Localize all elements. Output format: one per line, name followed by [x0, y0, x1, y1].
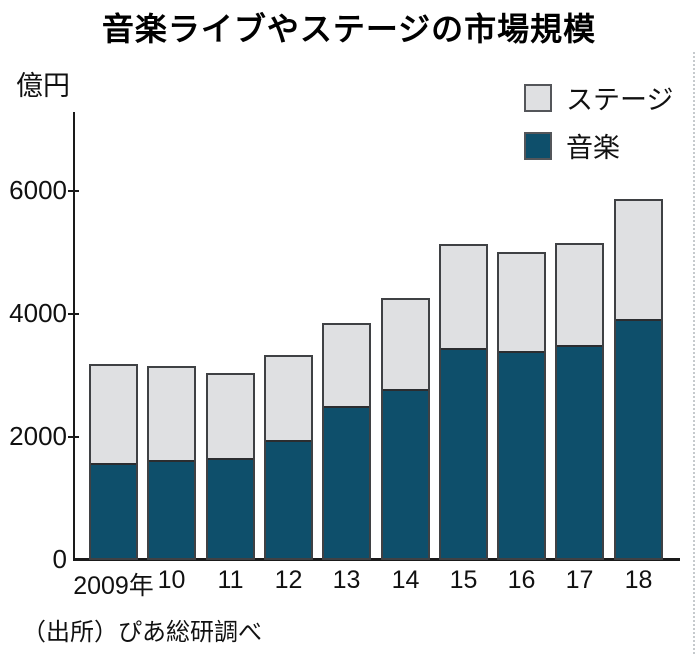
x-tick-label-14: 14 — [391, 566, 420, 594]
x-axis-line — [73, 558, 680, 561]
bar-12 — [264, 355, 313, 560]
bar-segment-music-12 — [266, 440, 311, 558]
y-axis-line — [73, 112, 75, 560]
legend-label-stage: ステージ — [566, 85, 674, 115]
bar-15 — [439, 244, 488, 560]
x-tick-label-10: 10 — [157, 566, 186, 594]
y-tick-2000 — [68, 436, 79, 438]
legend-swatch-stage-icon — [524, 83, 552, 112]
bar-segment-music-10 — [149, 460, 194, 558]
x-tick-label-16: 16 — [507, 566, 536, 594]
bar-10 — [147, 366, 196, 560]
legend: ステージ 音楽 — [524, 78, 673, 174]
y-tick-label-0: 0 — [52, 544, 67, 574]
bar-segment-music-15 — [441, 348, 486, 558]
bar-segment-music-14 — [383, 389, 428, 558]
x-tick-label-15: 15 — [449, 566, 478, 594]
x-tick-label-18: 18 — [624, 566, 653, 594]
bar-13 — [322, 323, 371, 560]
bar-segment-music-18 — [616, 319, 661, 558]
x-tick-label-17: 17 — [565, 566, 594, 594]
y-tick-label-2000: 2000 — [9, 421, 67, 451]
x-tick-label-12: 12 — [274, 566, 303, 594]
bar-segment-music-2009年 — [91, 463, 136, 558]
bar-2009年 — [89, 364, 138, 560]
legend-swatch-music-icon — [524, 131, 552, 160]
source-note: （出所）ぴあ総研調べ — [22, 619, 262, 646]
y-tick-6000 — [68, 190, 79, 192]
legend-item-music: 音楽 — [524, 126, 673, 165]
bar-segment-music-13 — [324, 406, 369, 558]
bar-17 — [555, 243, 604, 560]
bar-segment-music-11 — [208, 458, 253, 558]
y-tick-4000 — [68, 313, 79, 315]
clipping-dotted-edge — [693, 52, 695, 654]
bar-segment-music-17 — [557, 345, 602, 558]
bar-11 — [206, 373, 255, 560]
chart-title: 音楽ライブやステージの市場規模 — [101, 11, 597, 47]
y-tick-label-6000: 6000 — [9, 175, 67, 205]
y-axis-unit-label: 億円 — [16, 71, 70, 101]
bar-18 — [614, 199, 663, 560]
bar-16 — [497, 252, 546, 560]
x-tick-label-13: 13 — [332, 566, 361, 594]
x-tick-label-2009年: 2009年 — [73, 572, 154, 600]
bar-14 — [381, 298, 430, 560]
x-tick-label-11: 11 — [217, 566, 244, 594]
legend-label-music: 音楽 — [566, 133, 620, 163]
y-tick-label-4000: 4000 — [9, 298, 67, 328]
legend-item-stage: ステージ — [524, 78, 673, 117]
bar-segment-music-16 — [499, 351, 544, 558]
